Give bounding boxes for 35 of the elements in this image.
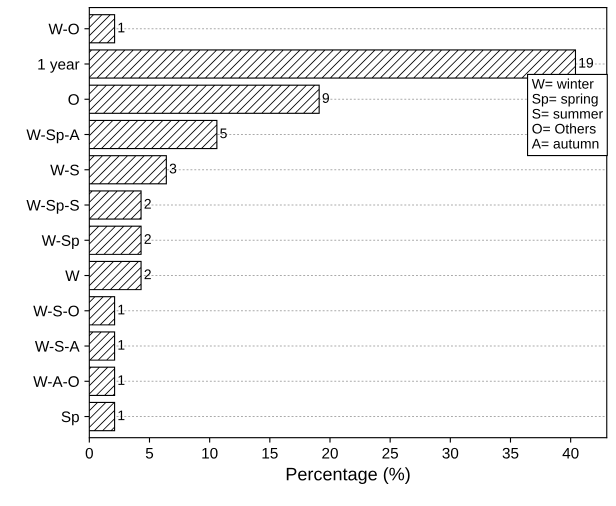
x-tick-label: 15 (262, 448, 278, 459)
x-tick-label: 25 (382, 448, 398, 459)
annotation: 1 (118, 410, 124, 420)
annotation: 5 (220, 128, 227, 138)
x-tick-label: 40 (562, 448, 579, 459)
x-tick-label: 5 (146, 448, 154, 459)
y-tick-label: W-O (48, 24, 79, 34)
annotation: 2 (144, 198, 151, 209)
y-tick-label: W-Sp (42, 235, 79, 249)
annotation: 2 (144, 234, 151, 244)
annotation: 19 (579, 58, 594, 68)
y-tick-label: W-S-A (34, 340, 80, 352)
y-tick-label: W-S-O (33, 306, 79, 316)
y-tick-label: Sp (62, 411, 79, 426)
annotation: 1 (118, 340, 124, 350)
x-axis-title: Percentage (%) (286, 467, 410, 484)
y-tick-label: W-S (50, 164, 79, 176)
y-tick-label: W (65, 270, 80, 282)
y-tick-label: W-A-O (33, 376, 79, 387)
x-tick-label: 30 (442, 448, 458, 459)
y-tick-label: O (68, 94, 79, 105)
annotation: 1 (118, 22, 124, 32)
x-tick-label: 20 (322, 448, 338, 459)
annotation: 3 (170, 164, 176, 174)
x-tick-label: 0 (86, 448, 93, 459)
y-tick-label: 1 year (38, 59, 80, 73)
annotation: W= winter Sp= spring S= summer O= Others A= autumn (532, 78, 603, 149)
annotation: 1 (118, 304, 124, 314)
annotation: 2 (144, 269, 151, 280)
x-tick-label: 35 (502, 448, 518, 459)
y-tick-label: W-Sp-S (26, 200, 79, 214)
annotation: 1 (118, 375, 124, 385)
annotation: 9 (322, 93, 330, 103)
x-tick-label: 10 (202, 448, 218, 459)
y-tick-label: W-Sp-A (26, 129, 80, 144)
